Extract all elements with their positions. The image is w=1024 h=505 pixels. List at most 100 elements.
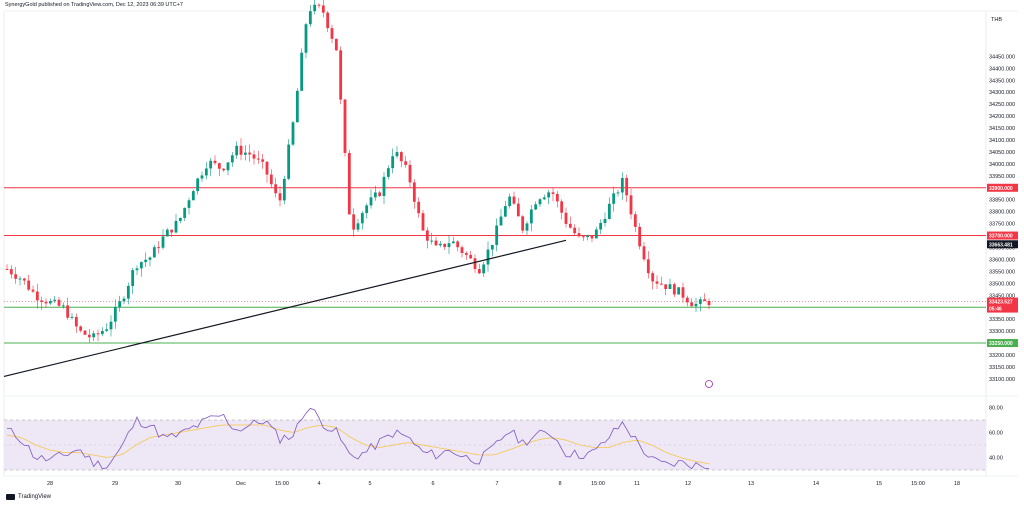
rsi-tick-label: 60.00: [989, 431, 1003, 437]
support-price-tag-text: 33250.000: [989, 341, 1013, 347]
price-tick-label: 34300.000: [989, 90, 1015, 96]
time-tick-label: 5: [368, 481, 371, 487]
candlesticks: [5, 0, 711, 343]
candle-up: [178, 217, 182, 221]
candle-down: [317, 4, 321, 6]
support-price-tag: [987, 339, 1018, 348]
candle-up: [100, 330, 104, 335]
candle-down: [512, 196, 516, 204]
candle-down: [347, 152, 351, 215]
time-tick-label: 6: [431, 481, 434, 487]
candle-down: [66, 305, 70, 318]
candle-up: [139, 262, 143, 269]
candle-down: [170, 229, 174, 233]
candle-up: [495, 225, 499, 245]
price-tick-label: 33450.000: [989, 293, 1015, 299]
candle-down: [659, 283, 663, 285]
price-tick-label: 34400.000: [989, 66, 1015, 72]
candle-up: [92, 333, 96, 338]
candle-up: [118, 301, 122, 308]
price-tick-label: 34150.000: [989, 126, 1015, 132]
time-tick-label: 15:00: [275, 481, 289, 487]
candle-down: [261, 159, 265, 162]
candle-down: [57, 299, 61, 306]
candle-up: [365, 205, 369, 214]
time-tick-label: 12: [685, 481, 691, 487]
price-tick-label: 34050.000: [989, 150, 1015, 156]
candle-down: [5, 268, 9, 270]
time-tick-label: 13: [748, 481, 754, 487]
candle-up: [313, 4, 317, 12]
rsi-panel: [4, 407, 986, 471]
candle-up: [152, 247, 156, 258]
price-label-subtext: 05:46: [989, 307, 1002, 313]
candle-up: [438, 243, 442, 246]
candle-down: [568, 223, 572, 228]
candle-up: [486, 249, 490, 265]
candle-down: [651, 273, 655, 282]
time-tick-label: 14: [813, 481, 819, 487]
candle-up: [144, 259, 148, 263]
candle-down: [564, 212, 568, 224]
tradingview-logo[interactable]: TradingView: [6, 494, 51, 500]
candle-up: [18, 278, 22, 280]
time-tick-label: 11: [634, 481, 640, 487]
time-tick-label: 18: [954, 481, 960, 487]
currency-label: THB: [991, 17, 1002, 23]
price-gridlines: [3, 10, 1018, 477]
candle-up: [161, 236, 165, 248]
candle-down: [222, 168, 226, 171]
time-tick-label: 15:00: [591, 481, 605, 487]
candle-down: [516, 203, 520, 217]
candle-down: [9, 269, 13, 275]
candle-down: [703, 299, 707, 301]
candle-up: [226, 162, 230, 171]
brand-label: TradingView: [18, 494, 52, 500]
candle-up: [542, 197, 546, 200]
candle-down: [83, 330, 87, 335]
price-tick-label: 33100.000: [989, 377, 1015, 383]
candle-up: [391, 156, 395, 169]
candle-down: [408, 164, 412, 183]
price-tick-label: 33950.000: [989, 174, 1015, 180]
candle-down: [27, 280, 31, 290]
candle-down: [577, 233, 581, 237]
candle-up: [282, 178, 286, 201]
candle-down: [633, 214, 637, 227]
price-tick-label: 33150.000: [989, 365, 1015, 371]
candle-down: [421, 213, 425, 231]
resistance-price-tag: [987, 183, 1018, 192]
candle-down: [412, 182, 416, 202]
price-tick-label: 33800.000: [989, 210, 1015, 216]
candle-down: [74, 316, 78, 327]
price-axis[interactable]: THB 33100.000 33150.000 33200.000 33250.000 3…: [987, 17, 1018, 462]
candle-down: [269, 174, 273, 185]
resistance-price-tag: [987, 231, 1018, 240]
candle-down: [79, 326, 83, 331]
trendline-group[interactable]: [3, 239, 567, 378]
candle-up: [603, 218, 607, 224]
trendline[interactable]: [3, 239, 567, 378]
candle-up: [291, 122, 295, 145]
candle-down: [378, 192, 382, 196]
resistance-price-tag-text: 33700.000: [989, 234, 1013, 240]
candle-down: [265, 161, 269, 175]
candle-down: [256, 158, 260, 160]
candle-down: [655, 281, 659, 284]
candle-down: [473, 258, 477, 269]
time-axis[interactable]: 28 29 30 Dec 15:00 4 5 6 7 8 15:00 11 12 13 14 15 15:00 1…: [47, 481, 960, 487]
candle-down: [334, 38, 338, 51]
price-tick-label: 34250.000: [989, 102, 1015, 108]
support-resistance-lines[interactable]: [4, 187, 986, 344]
candle-up: [70, 316, 74, 318]
candle-down: [560, 201, 564, 213]
candle-down: [425, 230, 429, 241]
candle-down: [443, 243, 447, 248]
candle-down: [456, 241, 460, 248]
candle-down: [96, 333, 100, 335]
candle-up: [191, 191, 195, 201]
candle-down: [252, 154, 256, 159]
candle-up: [386, 168, 390, 177]
candle-up: [135, 268, 139, 271]
